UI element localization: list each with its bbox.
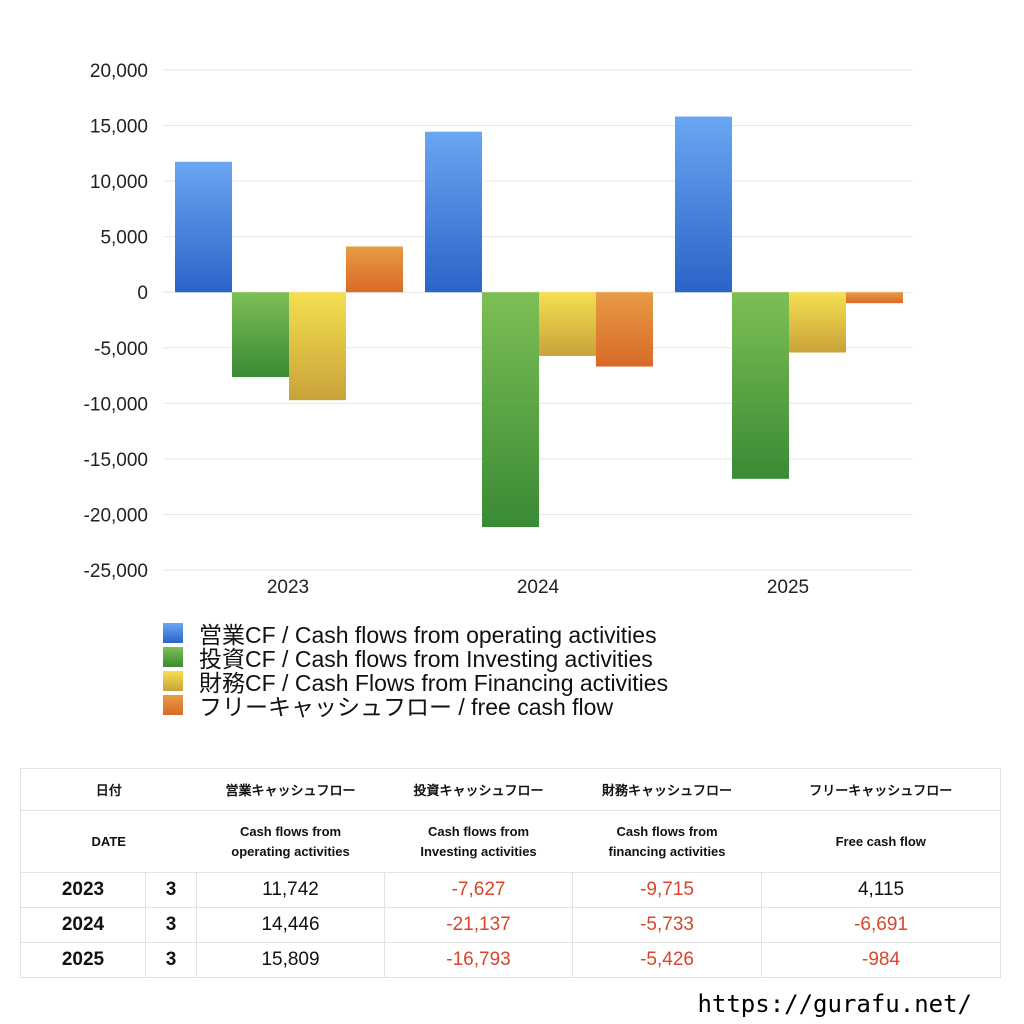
- legend-item-free: フリーキャッシュフロー / free cash flow: [163, 693, 668, 720]
- bar-financing-2024: [539, 292, 596, 356]
- bar-financing-2025: [789, 292, 846, 353]
- header-financing-ja: 財務キャッシュフロー: [572, 768, 762, 811]
- legend-swatch-operating: [163, 623, 183, 643]
- bar-financing-2023: [289, 292, 346, 401]
- y-tick-label: 15,000: [90, 117, 148, 138]
- header-date-ja: 日付: [19, 768, 197, 811]
- legend-item-operating: 営業CF / Cash flows from operating activit…: [163, 621, 668, 648]
- bar-investing-2024: [482, 292, 539, 528]
- cell-free: -6,691: [761, 907, 1002, 943]
- cell-investing: -7,627: [384, 872, 574, 908]
- bar-investing-2025: [732, 292, 789, 479]
- table-header-ja: 日付 営業キャッシュフロー 投資キャッシュフロー 財務キャッシュフロー フリーキ…: [19, 768, 1002, 811]
- bar-operating-2024: [425, 131, 482, 293]
- row-year: 2024: [20, 907, 146, 943]
- row-month: 3: [144, 942, 198, 978]
- cell-financing: -5,733: [572, 907, 763, 943]
- x-tick-label: 2025: [767, 577, 809, 598]
- cell-financing: -5,426: [572, 942, 763, 978]
- y-tick-label: 5,000: [100, 228, 148, 249]
- header-operating-ja: 営業キャッシュフロー: [196, 768, 385, 811]
- cell-free: 4,115: [761, 872, 1002, 908]
- y-tick-label: -15,000: [84, 450, 148, 471]
- legend-swatch-investing: [163, 647, 183, 667]
- legend-item-financing: 財務CF / Cash Flows from Financing activit…: [163, 669, 668, 696]
- cell-operating: 14,446: [196, 907, 386, 943]
- bar-operating-2023: [175, 161, 232, 293]
- cell-operating: 15,809: [196, 942, 386, 978]
- row-month: 3: [144, 872, 198, 908]
- legend-swatch-free: [163, 695, 183, 715]
- legend-label-investing: 投資CF / Cash flows from Investing activit…: [199, 646, 653, 672]
- bar-free-2024: [596, 292, 653, 367]
- cell-free: -984: [761, 942, 1002, 978]
- chart-legend: 営業CF / Cash flows from operating activit…: [163, 621, 668, 720]
- bar-operating-2025: [675, 116, 732, 293]
- x-tick-label: 2023: [267, 577, 309, 598]
- header-investing-en: Cash flows from Investing activities: [384, 810, 573, 873]
- y-tick-label: 0: [137, 283, 148, 304]
- table-row: 2025 3 15,809 -16,793 -5,426 -984: [20, 942, 1002, 978]
- table-row: 2023 3 11,742 -7,627 -9,715 4,115: [20, 872, 1002, 908]
- y-tick-label: 10,000: [90, 172, 148, 193]
- y-tick-label: -20,000: [84, 505, 148, 526]
- row-month: 3: [144, 907, 198, 943]
- legend-label-financing: 財務CF / Cash Flows from Financing activit…: [199, 670, 669, 696]
- bar-investing-2023: [232, 292, 289, 377]
- cell-investing: -21,137: [384, 907, 574, 943]
- y-tick-label: -25,000: [84, 561, 148, 582]
- y-tick-label: -5,000: [94, 339, 148, 360]
- header-financing-en: Cash flows from financing activities: [572, 810, 762, 873]
- header-free-ja: フリーキャッシュフロー: [761, 768, 1002, 811]
- table-header-en: DATE Cash flows from operating activitie…: [19, 810, 1002, 873]
- x-tick-label: 2024: [517, 577, 560, 598]
- header-operating-en: Cash flows from operating activities: [196, 810, 385, 873]
- table-row: 2024 3 14,446 -21,137 -5,733 -6,691: [20, 907, 1002, 943]
- y-tick-label: -10,000: [84, 394, 148, 415]
- cell-operating: 11,742: [196, 872, 386, 908]
- bar-free-2023: [346, 246, 403, 293]
- cell-financing: -9,715: [572, 872, 763, 908]
- header-date-en: DATE: [19, 810, 197, 873]
- y-tick-label: 20,000: [90, 61, 148, 82]
- legend-swatch-financing: [163, 671, 183, 691]
- cash-flow-table: 日付 営業キャッシュフロー 投資キャッシュフロー 財務キャッシュフロー フリーキ…: [19, 768, 1002, 978]
- legend-item-investing: 投資CF / Cash flows from Investing activit…: [163, 645, 668, 672]
- legend-label-operating: 営業CF / Cash flows from operating activit…: [199, 622, 657, 648]
- cash-flow-chart: 20,000 15,000 10,000 5,000 0 -5,000 -10,000 -15…: [84, 61, 913, 598]
- legend-label-free: フリーキャッシュフロー / free cash flow: [199, 694, 614, 720]
- header-free-en: Free cash flow: [761, 810, 1002, 873]
- bar-free-2025: [846, 292, 903, 304]
- cell-investing: -16,793: [384, 942, 574, 978]
- site-url: https://gurafu.net/: [697, 990, 972, 1018]
- row-year: 2023: [20, 872, 146, 908]
- row-year: 2025: [20, 942, 146, 978]
- header-investing-ja: 投資キャッシュフロー: [384, 768, 573, 811]
